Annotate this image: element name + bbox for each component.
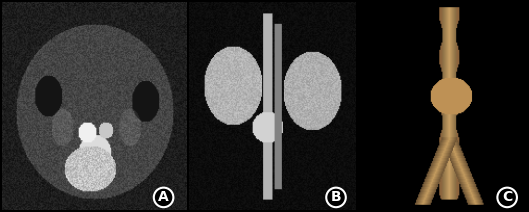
Text: A: A xyxy=(158,190,169,204)
Text: C: C xyxy=(502,190,512,204)
Text: B: B xyxy=(331,190,341,204)
